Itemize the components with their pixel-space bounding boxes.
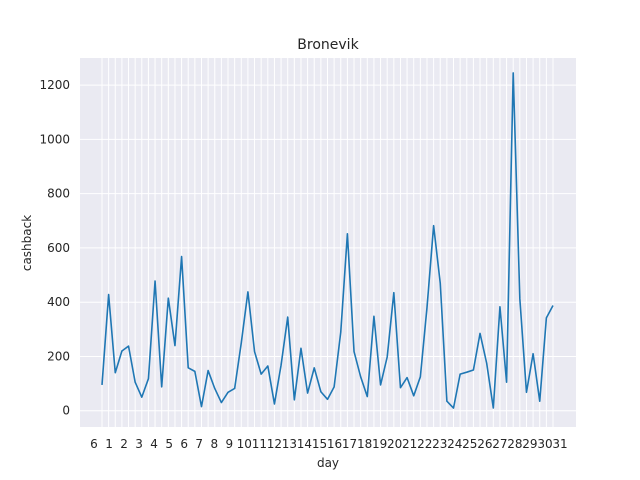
y-tick-label: 600 — [47, 241, 70, 255]
y-tick-label: 400 — [47, 295, 70, 309]
x-tick-label: 3 — [135, 437, 143, 451]
y-tick-label: 0 — [62, 404, 70, 418]
x-tick-label: 5 — [165, 437, 173, 451]
x-tick-label: 30 — [537, 437, 552, 451]
x-tick-label: 17 — [342, 437, 357, 451]
x-tick-label: 28 — [507, 437, 522, 451]
x-axis-label: day — [317, 456, 339, 470]
x-tick-label: 2 — [120, 437, 128, 451]
x-tick-label: 10 — [237, 437, 252, 451]
x-tick-label: 1 — [105, 437, 113, 451]
x-tick-label: 24 — [447, 437, 462, 451]
y-tick-label: 1000 — [39, 132, 70, 146]
x-tick-label: 12 — [267, 437, 282, 451]
x-tick-label: 14 — [297, 437, 312, 451]
x-tick-label: 6 — [180, 437, 188, 451]
x-tick-label: 21 — [402, 437, 417, 451]
x-tick-label: 16 — [327, 437, 342, 451]
x-tick-label: 25 — [462, 437, 477, 451]
x-tick-label: 27 — [492, 437, 507, 451]
x-tick-label: 19 — [372, 437, 387, 451]
x-tick-label: 9 — [225, 437, 233, 451]
x-tick-label: 11 — [252, 437, 267, 451]
x-tick-label: 22 — [417, 437, 432, 451]
x-tick-label: 31 — [552, 437, 567, 451]
y-axis-label: cashback — [20, 215, 34, 271]
x-tick-label: 15 — [312, 437, 327, 451]
series-line — [101, 72, 554, 409]
chart-title: Bronevik — [297, 37, 359, 53]
x-tick-label: 4 — [150, 437, 158, 451]
y-tick-label: 200 — [47, 349, 70, 363]
x-tick-labels: 6 1 2 3 4 5 6 7 8 9 10 11 12 13 14 15 16 17 18 19 20 21 22 23 24… — [90, 437, 567, 451]
x-tick-label: 29 — [522, 437, 537, 451]
x-tick-label: 8 — [210, 437, 218, 451]
series-layer — [101, 72, 554, 409]
x-tick-label: 6 — [90, 437, 98, 451]
grid-lines — [80, 58, 576, 427]
y-tick-labels: 0 200 400 600 800 1000 1200 — [39, 78, 70, 418]
y-tick-label: 800 — [47, 187, 70, 201]
x-tick-label: 13 — [282, 437, 297, 451]
x-tick-label: 26 — [477, 437, 492, 451]
x-tick-label: 7 — [195, 437, 203, 451]
x-tick-label: 20 — [387, 437, 402, 451]
x-tick-label: 18 — [357, 437, 372, 451]
x-tick-label: 23 — [432, 437, 447, 451]
y-tick-label: 1200 — [39, 78, 70, 92]
